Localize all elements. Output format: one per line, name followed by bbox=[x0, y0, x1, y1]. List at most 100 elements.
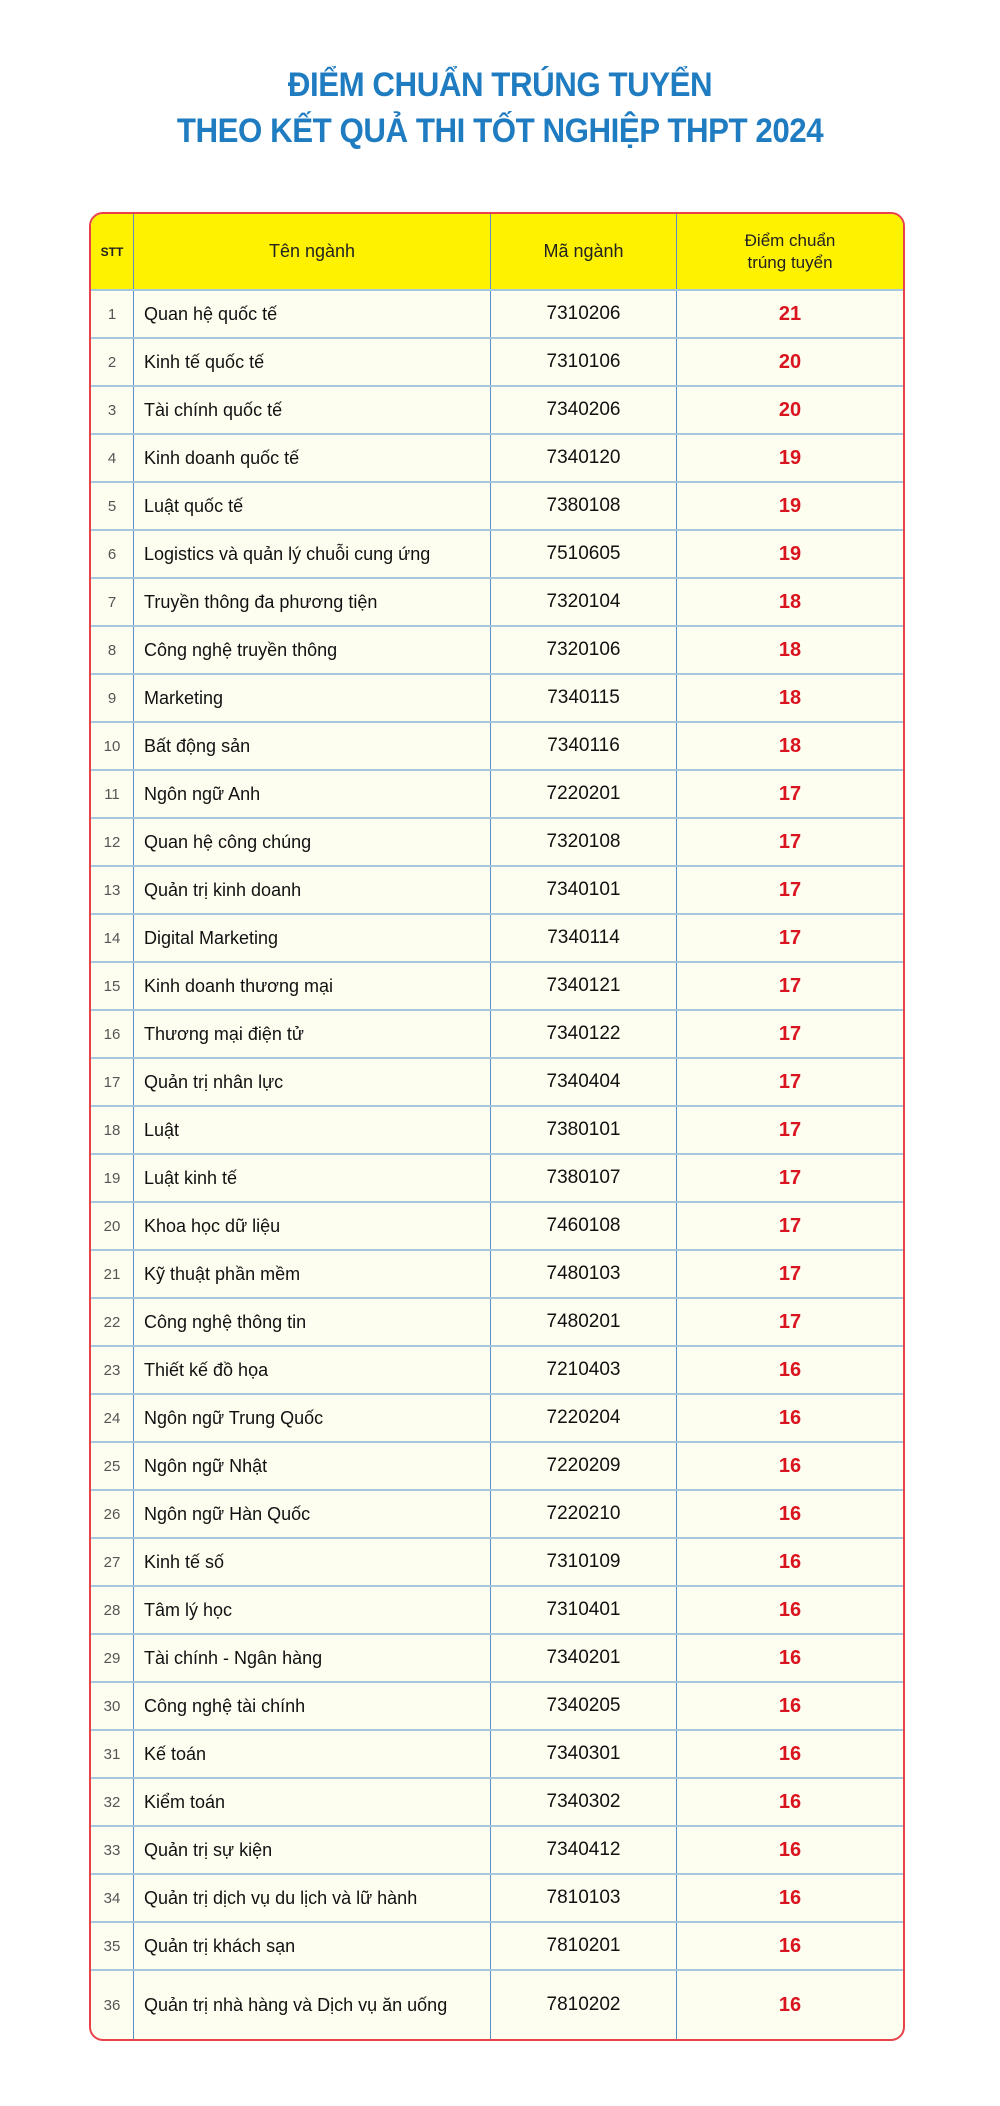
table-row: 31 Kế toán 7340301 16 bbox=[91, 1729, 903, 1777]
page-title-line-2: THEO KẾT QUẢ THI TỐT NGHIỆP THPT 2024 bbox=[176, 112, 824, 150]
row-code: 7320106 bbox=[491, 627, 677, 673]
row-code: 7340122 bbox=[491, 1011, 677, 1057]
row-score: 17 bbox=[778, 974, 802, 997]
row-stt: 36 bbox=[91, 1971, 134, 2039]
row-name: Công nghệ truyền thông bbox=[134, 627, 491, 673]
table-row: 25 Ngôn ngữ Nhật 7220209 16 bbox=[91, 1441, 903, 1489]
row-code: 7510605 bbox=[491, 531, 677, 577]
row-code: 7480201 bbox=[491, 1299, 677, 1345]
row-stt: 29 bbox=[91, 1635, 134, 1681]
row-stt: 3 bbox=[91, 387, 134, 433]
row-code: 7340114 bbox=[491, 915, 677, 961]
table-row: 2 Kinh tế quốc tế 7310106 20 bbox=[91, 337, 903, 385]
table-row: 5 Luật quốc tế 7380108 19 bbox=[91, 481, 903, 529]
page-title-line-1: ĐIỂM CHUẨN TRÚNG TUYỂN bbox=[287, 66, 713, 104]
table-row: 20 Khoa học dữ liệu 7460108 17 bbox=[91, 1201, 903, 1249]
table-row: 34 Quản trị dịch vụ du lịch và lữ hành 781… bbox=[91, 1873, 903, 1921]
row-name: Kinh doanh thương mại bbox=[134, 963, 491, 1009]
header-stt: STT bbox=[91, 214, 134, 289]
row-score: 17 bbox=[778, 782, 802, 805]
row-code: 7220201 bbox=[491, 771, 677, 817]
row-code: 7220204 bbox=[491, 1395, 677, 1441]
header-score-line-1: Điểm chuẩn bbox=[744, 230, 836, 250]
table-row: 6 Logistics và quản lý chuỗi cung ứng 7510… bbox=[91, 529, 903, 577]
row-stt: 22 bbox=[91, 1299, 134, 1345]
row-stt: 30 bbox=[91, 1683, 134, 1729]
header-name: Tên ngành bbox=[134, 214, 491, 289]
row-stt: 27 bbox=[91, 1539, 134, 1585]
row-stt: 7 bbox=[91, 579, 134, 625]
row-score: 17 bbox=[778, 1070, 802, 1093]
row-code: 7340201 bbox=[491, 1635, 677, 1681]
row-stt: 5 bbox=[91, 483, 134, 529]
row-code: 7380101 bbox=[491, 1107, 677, 1153]
row-code: 7310109 bbox=[491, 1539, 677, 1585]
row-stt: 24 bbox=[91, 1395, 134, 1441]
row-stt: 34 bbox=[91, 1875, 134, 1921]
row-code: 7380107 bbox=[491, 1155, 677, 1201]
row-name: Marketing bbox=[134, 675, 491, 721]
row-score: 16 bbox=[778, 1406, 802, 1429]
table-row: 14 Digital Marketing 7340114 17 bbox=[91, 913, 903, 961]
row-stt: 15 bbox=[91, 963, 134, 1009]
row-name: Tài chính quốc tế bbox=[134, 387, 491, 433]
row-name: Quan hệ quốc tế bbox=[134, 291, 491, 337]
row-name: Công nghệ thông tin bbox=[134, 1299, 491, 1345]
row-stt: 20 bbox=[91, 1203, 134, 1249]
row-code: 7340120 bbox=[491, 435, 677, 481]
table-row: 22 Công nghệ thông tin 7480201 17 bbox=[91, 1297, 903, 1345]
row-stt: 32 bbox=[91, 1779, 134, 1825]
table-row: 9 Marketing 7340115 18 bbox=[91, 673, 903, 721]
row-name: Kỹ thuật phần mềm bbox=[134, 1251, 491, 1297]
row-score: 16 bbox=[778, 1993, 802, 2016]
row-score: 17 bbox=[778, 1166, 802, 1189]
table-row: 1 Quan hệ quốc tế 7310206 21 bbox=[91, 289, 903, 337]
table-row: 18 Luật 7380101 17 bbox=[91, 1105, 903, 1153]
row-score: 19 bbox=[778, 446, 802, 469]
row-name: Kinh tế số bbox=[134, 1539, 491, 1585]
table-row: 23 Thiết kế đồ họa 7210403 16 bbox=[91, 1345, 903, 1393]
table-row: 3 Tài chính quốc tế 7340206 20 bbox=[91, 385, 903, 433]
row-code: 7320108 bbox=[491, 819, 677, 865]
row-score: 16 bbox=[778, 1646, 802, 1669]
row-code: 7340121 bbox=[491, 963, 677, 1009]
row-stt: 4 bbox=[91, 435, 134, 481]
row-score: 21 bbox=[778, 302, 802, 325]
row-name: Quản trị nhân lực bbox=[134, 1059, 491, 1105]
table-row: 21 Kỹ thuật phần mềm 7480103 17 bbox=[91, 1249, 903, 1297]
row-name: Ngôn ngữ Trung Quốc bbox=[134, 1395, 491, 1441]
table-row: 4 Kinh doanh quốc tế 7340120 19 bbox=[91, 433, 903, 481]
row-score: 18 bbox=[778, 686, 802, 709]
admission-scores-table: STT Tên ngành Mã ngành Điểm chuẩn trúng … bbox=[89, 212, 905, 2041]
row-code: 7340101 bbox=[491, 867, 677, 913]
row-code: 7810201 bbox=[491, 1923, 677, 1969]
row-name: Kế toán bbox=[134, 1731, 491, 1777]
row-score: 18 bbox=[778, 590, 802, 613]
row-stt: 26 bbox=[91, 1491, 134, 1537]
row-name: Quản trị dịch vụ du lịch và lữ hành bbox=[134, 1875, 491, 1921]
row-score: 18 bbox=[778, 734, 802, 757]
row-code: 7310401 bbox=[491, 1587, 677, 1633]
row-name: Thương mại điện tử bbox=[134, 1011, 491, 1057]
table-row: 7 Truyền thông đa phương tiện 7320104 18 bbox=[91, 577, 903, 625]
table-row: 29 Tài chính - Ngân hàng 7340201 16 bbox=[91, 1633, 903, 1681]
row-stt: 21 bbox=[91, 1251, 134, 1297]
row-score: 17 bbox=[778, 1118, 802, 1141]
row-score: 17 bbox=[778, 878, 802, 901]
row-score: 18 bbox=[778, 638, 802, 661]
row-name: Thiết kế đồ họa bbox=[134, 1347, 491, 1393]
row-stt: 25 bbox=[91, 1443, 134, 1489]
row-score: 17 bbox=[778, 830, 802, 853]
row-code: 7340404 bbox=[491, 1059, 677, 1105]
row-score: 16 bbox=[778, 1934, 802, 1957]
row-code: 7340206 bbox=[491, 387, 677, 433]
row-stt: 19 bbox=[91, 1155, 134, 1201]
row-stt: 17 bbox=[91, 1059, 134, 1105]
table-row: 30 Công nghệ tài chính 7340205 16 bbox=[91, 1681, 903, 1729]
row-score: 16 bbox=[778, 1838, 802, 1861]
row-name: Quản trị nhà hàng và Dịch vụ ăn uống bbox=[134, 1971, 491, 2039]
row-score: 19 bbox=[778, 494, 802, 517]
row-stt: 28 bbox=[91, 1587, 134, 1633]
table-row: 36 Quản trị nhà hàng và Dịch vụ ăn uống 78… bbox=[91, 1969, 903, 2039]
row-code: 7460108 bbox=[491, 1203, 677, 1249]
